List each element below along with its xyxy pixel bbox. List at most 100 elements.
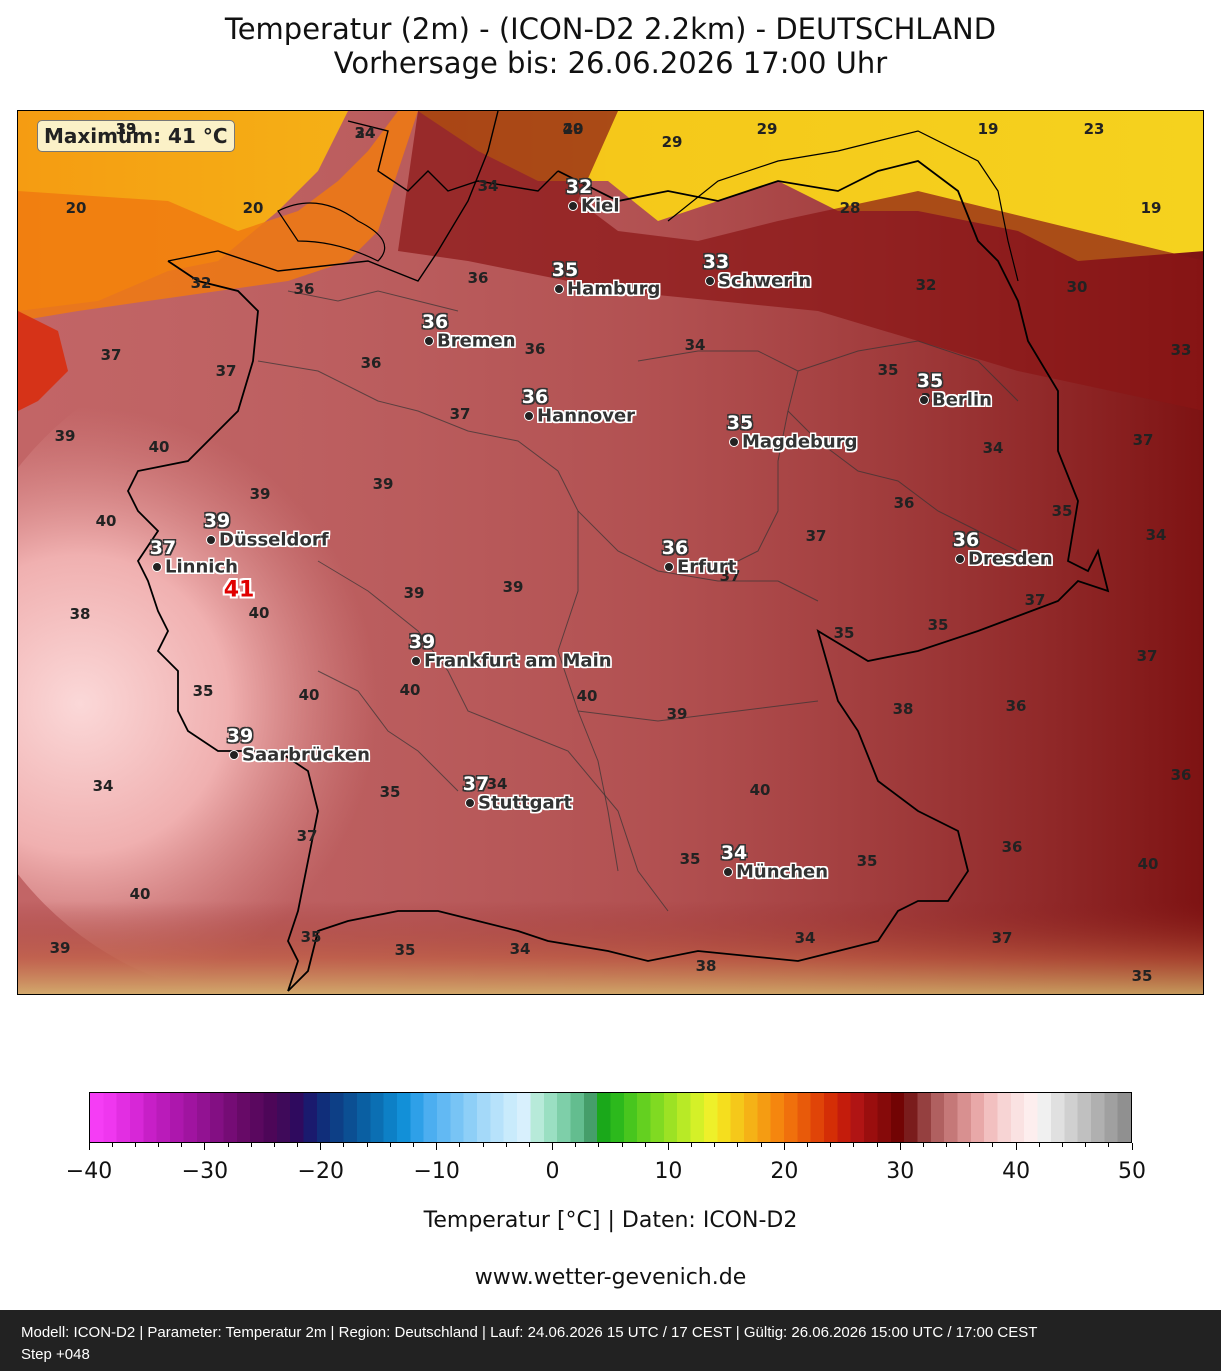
- contour-label: 29: [562, 120, 584, 138]
- city-temperature: 36: [521, 386, 549, 408]
- contour-label: 36: [893, 494, 915, 512]
- city-temperature: 39: [226, 725, 254, 747]
- city-marker: [705, 276, 715, 286]
- colorbar: [89, 1092, 1132, 1143]
- colorbar-tick: [1015, 1143, 1017, 1150]
- city-marker: [524, 411, 534, 421]
- contour-label: 37: [296, 827, 318, 845]
- city-name: Kiel: [581, 195, 620, 217]
- city-name: Hamburg: [567, 278, 661, 300]
- colorbar-tick: [1085, 1143, 1087, 1147]
- contour-label: 40: [576, 687, 598, 705]
- contour-label: 35: [833, 624, 855, 642]
- contour-label: 36: [1005, 697, 1027, 715]
- contour-label: 40: [298, 686, 320, 704]
- colorbar-tick: [667, 1143, 669, 1150]
- contour-label: 35: [300, 928, 322, 946]
- footer-line-2: Step +048: [21, 1346, 90, 1363]
- contour-label: 29: [661, 133, 683, 151]
- contour-label: 37: [100, 346, 122, 364]
- city-name: Frankfurt am Main: [424, 650, 612, 672]
- city-temperature: 36: [661, 537, 689, 559]
- colorbar-tick: [946, 1143, 948, 1147]
- colorbar-tick: [227, 1143, 229, 1147]
- contour-label: 39: [666, 705, 688, 723]
- contour-label: 34: [477, 177, 499, 195]
- colorbar-tick: [88, 1143, 90, 1150]
- city-temperature: 37: [462, 773, 490, 795]
- contour-label: 37: [1132, 431, 1154, 449]
- temperature-map: Maximum: 41 °C 19 24 29 29 29 19 23 34 20 20 19 28 3…: [17, 110, 1204, 995]
- city-temperature: 35: [726, 412, 754, 434]
- colorbar-tick: [691, 1143, 693, 1147]
- city-name: Berlin: [932, 389, 992, 411]
- city-name: Schwerin: [718, 270, 812, 292]
- colorbar-tick: [876, 1143, 878, 1147]
- city-marker: [919, 395, 929, 405]
- city-marker: [424, 336, 434, 346]
- contour-label: 40: [749, 781, 771, 799]
- contour-label: 40: [399, 681, 421, 699]
- contour-label: 38: [892, 700, 914, 718]
- contour-label: 28: [839, 199, 861, 217]
- colorbar-tick: [436, 1143, 438, 1150]
- city-temperature: 35: [916, 370, 944, 392]
- contour-label: 39: [502, 578, 524, 596]
- city-temperature: 36: [421, 311, 449, 333]
- city-temperature: 34: [720, 842, 748, 864]
- colorbar-tick: [389, 1143, 391, 1147]
- contour-label: 37: [991, 929, 1013, 947]
- colorbar-tick: [575, 1143, 577, 1147]
- colorbar-tick: [250, 1143, 252, 1147]
- contour-label: 19: [977, 120, 999, 138]
- colorbar-tick: [181, 1143, 183, 1147]
- contour-label: 20: [65, 199, 87, 217]
- colorbar-tick: [273, 1143, 275, 1147]
- city-name: Hannover: [537, 405, 636, 427]
- colorbar-tick: [297, 1143, 299, 1147]
- title-line-1: Temperatur (2m) - (ICON-D2 2.2km) - DEUT…: [224, 12, 997, 46]
- contour-label: 35: [856, 852, 878, 870]
- colorbar-tick: [459, 1143, 461, 1147]
- colorbar-tick: [899, 1143, 901, 1150]
- city-marker: [729, 437, 739, 447]
- contour-label: 37: [805, 527, 827, 545]
- colorbar-tick: [134, 1143, 136, 1147]
- contour-label: 40: [248, 604, 270, 622]
- city-temperature: 36: [952, 529, 980, 551]
- city-marker: [723, 867, 733, 877]
- city-temperature: 39: [203, 510, 231, 532]
- title-line-2: Vorhersage bis: 26.06.2026 17:00 Uhr: [333, 46, 888, 80]
- colorbar-tick: [737, 1143, 739, 1147]
- colorbar-tick: [1108, 1143, 1110, 1147]
- city-marker: [554, 284, 564, 294]
- colorbar-tick: [366, 1143, 368, 1147]
- colorbar-tick: [111, 1143, 113, 1147]
- contour-label: 19: [115, 120, 137, 138]
- contour-label: 34: [1145, 526, 1167, 544]
- city-marker: [568, 201, 578, 211]
- city-temperature: 32: [565, 176, 593, 198]
- contour-label: 37: [1136, 647, 1158, 665]
- contour-label: 35: [877, 361, 899, 379]
- contour-label: 37: [449, 405, 471, 423]
- colorbar-tick: [760, 1143, 762, 1147]
- contour-label: 34: [486, 775, 508, 793]
- contour-label: 37: [215, 362, 237, 380]
- contour-label: 39: [49, 939, 71, 957]
- city-marker: [664, 562, 674, 572]
- city-name: Saarbrücken: [242, 744, 370, 766]
- colorbar-tick: [621, 1143, 623, 1147]
- contour-label: 36: [1001, 838, 1023, 856]
- contour-label: 39: [372, 475, 394, 493]
- colorbar-tick: [1061, 1143, 1063, 1147]
- contour-label: 35: [1051, 502, 1073, 520]
- contour-label: 36: [293, 280, 315, 298]
- contour-label: 36: [1170, 766, 1192, 784]
- colorbar-tick-label: 30: [886, 1159, 915, 1184]
- city-marker: [955, 554, 965, 564]
- colorbar-tick-label: 10: [654, 1159, 683, 1184]
- colorbar-tick: [714, 1143, 716, 1147]
- city-name: Magdeburg: [742, 431, 858, 453]
- city-name: Dresden: [968, 548, 1053, 570]
